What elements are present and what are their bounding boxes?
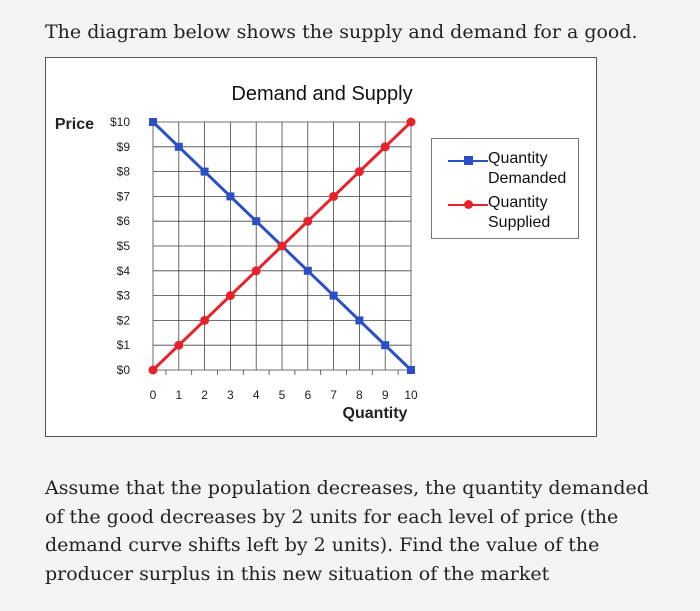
legend-label-supply: Quantity Supplied: [488, 194, 551, 231]
x-axis-title: Quantity: [343, 405, 408, 422]
chart-ticks: $10 $9 $8 $7 $6 $5 $4 $3 $2 $1 $0 0 1 2 3 4 5 6 7 8 9 10: [110, 115, 418, 402]
chart-grid: [152, 121, 412, 375]
chart-title: Demand and Supply: [231, 83, 412, 105]
supply-point: [251, 266, 261, 276]
y-tick-label: $9: [117, 140, 131, 154]
demand-point: [226, 192, 235, 201]
supply-point: [277, 241, 287, 251]
supply-point: [406, 117, 416, 127]
y-tick-label: $8: [117, 165, 131, 179]
demand-point: [149, 118, 157, 126]
chart-legend: Quantity Demanded Quantity Supplied: [431, 138, 579, 239]
supply-point: [303, 216, 313, 226]
x-tick-label: 0: [150, 388, 157, 402]
chart-series: [148, 117, 416, 375]
question-text: Assume that the population decreases, th…: [45, 477, 649, 585]
chart-figure: Demand and Supply $10 $9 $8 $7 $6 $5 $4 $3 $2 $1 $…: [45, 57, 597, 437]
supply-point: [329, 191, 339, 201]
y-tick-label: $3: [117, 289, 131, 303]
y-tick-label: $6: [117, 214, 131, 228]
intro-text: The diagram below shows the supply and d…: [45, 21, 638, 43]
x-tick-label: 9: [382, 388, 389, 402]
supply-demand-chart: Demand and Supply $10$9$8$7$6$5$4$3$2$1$…: [55, 83, 418, 422]
y-tick-label: $10: [110, 115, 130, 129]
supply-point: [380, 142, 390, 152]
legend-item-supply: Quantity Supplied: [432, 193, 578, 237]
y-tick-label: $5: [117, 239, 131, 253]
y-tick-label: $7: [117, 189, 131, 203]
x-tick-label: 3: [227, 388, 234, 402]
y-tick-label: $1: [117, 338, 131, 352]
legend-swatch-supply: [448, 199, 488, 211]
demand-point: [252, 217, 261, 226]
demand-point: [381, 341, 390, 350]
y-axis-title: Price: [55, 116, 94, 133]
supply-point: [174, 340, 184, 350]
supply-point: [200, 315, 210, 325]
demand-point: [329, 291, 338, 300]
x-tick-label: 2: [201, 388, 208, 402]
legend-label-demand: Quantity Demanded: [488, 150, 567, 187]
legend-item-demand: Quantity Demanded: [432, 149, 578, 193]
legend-swatch-demand: [448, 155, 488, 167]
y-tick-label: $4: [117, 264, 131, 278]
x-tick-label: 5: [279, 388, 286, 402]
demand-point: [355, 316, 364, 325]
supply-point: [354, 167, 364, 177]
demand-point: [407, 366, 415, 374]
x-tick-label: 10: [404, 388, 418, 402]
demand-point: [303, 266, 312, 275]
x-tick-label: 7: [330, 388, 337, 402]
demand-point: [200, 167, 209, 176]
supply-point: [148, 365, 158, 375]
demand-point: [174, 142, 183, 151]
x-tick-label: 4: [253, 388, 260, 402]
y-tick-label: $0: [117, 363, 131, 377]
x-tick-label: 8: [356, 388, 363, 402]
x-tick-label: 1: [175, 388, 182, 402]
supply-point: [225, 291, 235, 301]
y-tick-label: $2: [117, 313, 131, 327]
x-tick-label: 6: [304, 388, 311, 402]
